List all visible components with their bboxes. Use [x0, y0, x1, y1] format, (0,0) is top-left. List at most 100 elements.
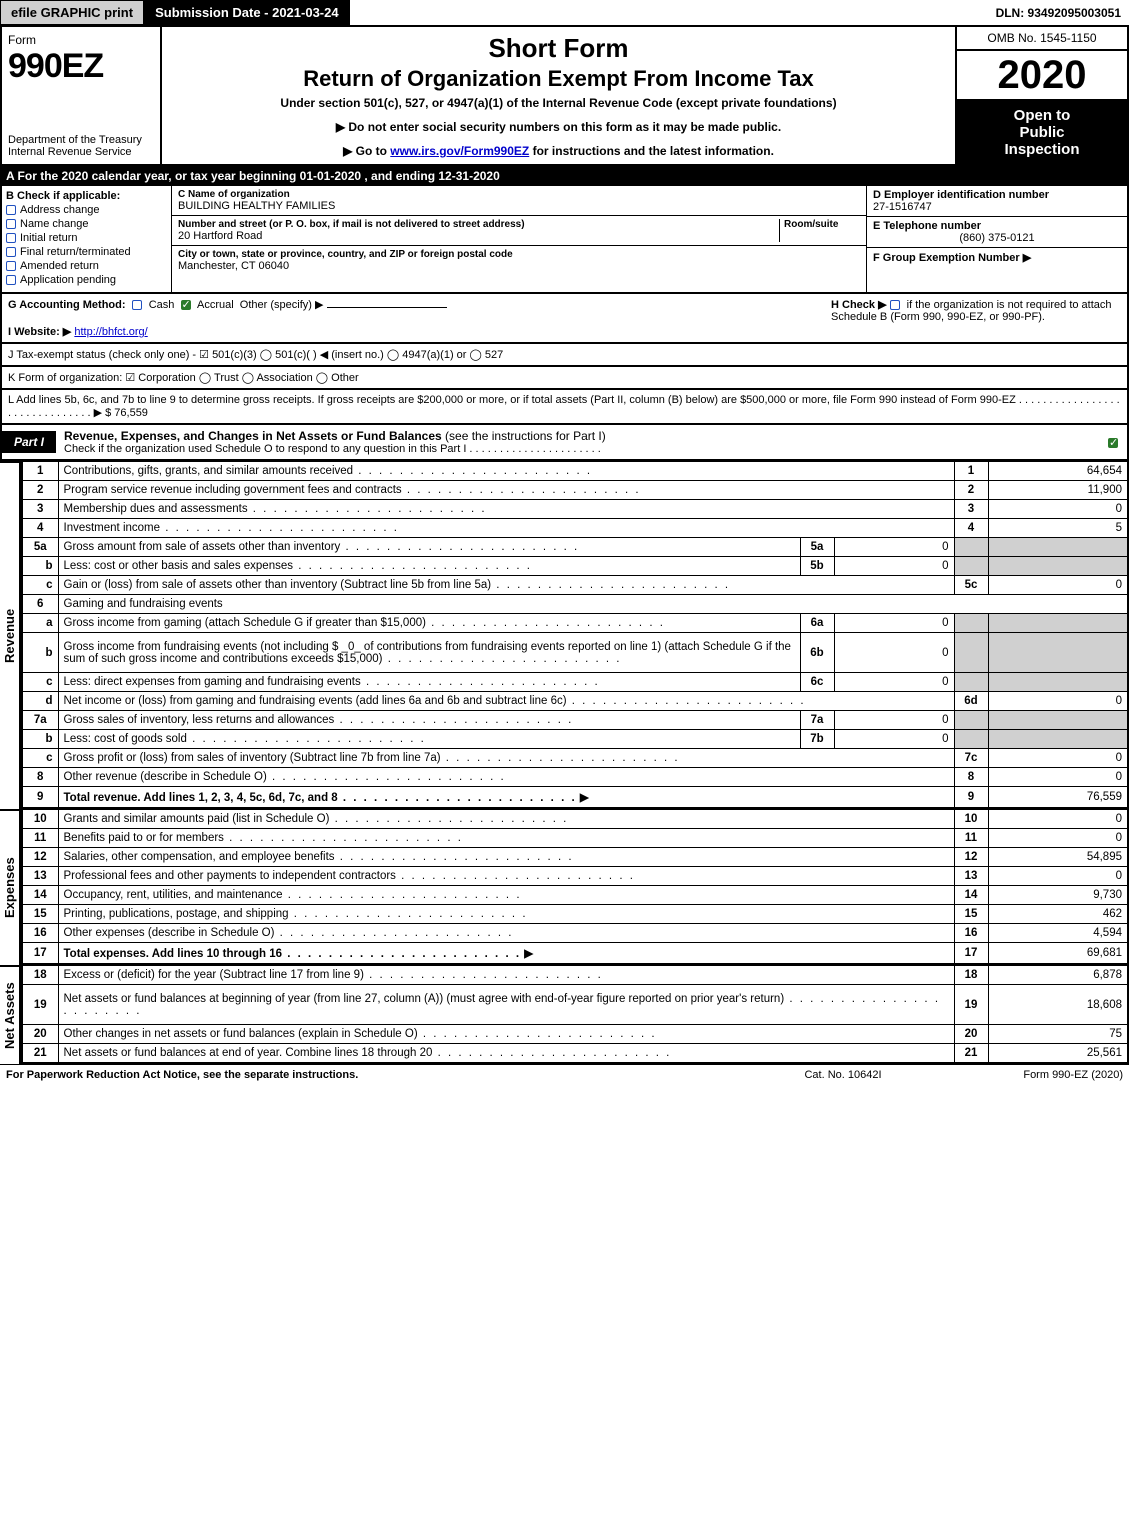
table-row: 10Grants and similar amounts paid (list … [22, 810, 1128, 829]
shaded-cell [988, 633, 1128, 673]
line-number: 7a [22, 711, 58, 730]
header-right: OMB No. 1545-1150 2020 Open to Public In… [957, 27, 1127, 164]
line-desc: Gross profit or (loss) from sales of inv… [58, 749, 954, 768]
right-line-value: 9,730 [988, 886, 1128, 905]
line-desc: Benefits paid to or for members [58, 829, 954, 848]
part1-title-text: Revenue, Expenses, and Changes in Net As… [64, 429, 442, 443]
chk-lbl: Amended return [20, 260, 99, 272]
ein-value: 27-1516747 [873, 201, 1121, 213]
mini-line-number: 5b [800, 557, 834, 576]
group-exemption-label: F Group Exemption Number ▶ [873, 252, 1031, 264]
table-row: 4Investment income45 [22, 519, 1128, 538]
instruction-privacy: ▶ Do not enter social security numbers o… [172, 120, 945, 134]
box-l: L Add lines 5b, 6c, and 7b to line 9 to … [0, 390, 1129, 425]
mini-line-value: 0 [834, 673, 954, 692]
right-line-value: 69,681 [988, 943, 1128, 965]
line-desc: Less: cost of goods sold [58, 730, 800, 749]
shaded-cell [988, 614, 1128, 633]
line-desc: Gain or (loss) from sale of assets other… [58, 576, 954, 595]
efile-print-button[interactable]: efile GRAPHIC print [0, 0, 144, 25]
line-desc: Less: cost or other basis and sales expe… [58, 557, 800, 576]
chk-lbl: Name change [20, 218, 89, 230]
right-line-value: 76,559 [988, 787, 1128, 809]
line-number: c [22, 673, 58, 692]
line-desc: Printing, publications, postage, and shi… [58, 905, 954, 924]
checkbox-name-change[interactable] [6, 219, 16, 229]
checkbox-accrual[interactable] [181, 300, 191, 310]
box-gh: G Accounting Method: Cash Accrual Other … [0, 294, 1129, 344]
table-row: dNet income or (loss) from gaming and fu… [22, 692, 1128, 711]
right-line-number: 5c [954, 576, 988, 595]
shaded-cell [988, 673, 1128, 692]
expenses-section: Expenses 10Grants and similar amounts pa… [0, 809, 1129, 965]
tax-exempt-status: J Tax-exempt status (check only one) - ☑… [8, 349, 503, 361]
expenses-table: 10Grants and similar amounts paid (list … [21, 809, 1129, 965]
table-row: bLess: cost of goods sold7b0 [22, 730, 1128, 749]
phone-value: (860) 375-0121 [873, 232, 1121, 244]
line-number: b [22, 633, 58, 673]
table-row: 7aGross sales of inventory, less returns… [22, 711, 1128, 730]
line-number: c [22, 749, 58, 768]
table-row: 18Excess or (deficit) for the year (Subt… [22, 966, 1128, 985]
mini-line-value: 0 [834, 614, 954, 633]
table-row: cGross profit or (loss) from sales of in… [22, 749, 1128, 768]
line-number: d [22, 692, 58, 711]
right-line-value: 0 [988, 768, 1128, 787]
line-number: 6 [22, 595, 58, 614]
line-desc: Salaries, other compensation, and employ… [58, 848, 954, 867]
chk-lbl: Application pending [20, 274, 116, 286]
right-line-value: 4,594 [988, 924, 1128, 943]
line-desc: Other revenue (describe in Schedule O) [58, 768, 954, 787]
box-j: J Tax-exempt status (check only one) - ☑… [0, 344, 1129, 367]
title-short: Short Form [172, 33, 945, 64]
chk-lbl: Initial return [20, 232, 77, 244]
line-number: 17 [22, 943, 58, 965]
accounting-method-label: G Accounting Method: [8, 299, 126, 311]
submission-date-button[interactable]: Submission Date - 2021-03-24 [144, 0, 350, 25]
line-number: b [22, 730, 58, 749]
chk-lbl: Address change [20, 204, 100, 216]
checkbox-application-pending[interactable] [6, 275, 16, 285]
street-value: 20 Hartford Road [178, 230, 775, 242]
other-method-input[interactable] [327, 307, 447, 308]
irs-link[interactable]: www.irs.gov/Form990EZ [390, 144, 529, 158]
right-line-number: 13 [954, 867, 988, 886]
shaded-cell [954, 614, 988, 633]
checkbox-schedule-o-used[interactable] [1108, 438, 1118, 448]
footer-cat-no: Cat. No. 10642I [743, 1069, 943, 1081]
line-l-text: L Add lines 5b, 6c, and 7b to line 9 to … [8, 394, 1120, 419]
line-desc: Total revenue. Add lines 1, 2, 3, 4, 5c,… [58, 787, 954, 809]
box-de: D Employer identification number 27-1516… [867, 186, 1127, 292]
line-number: b [22, 557, 58, 576]
shaded-cell [954, 730, 988, 749]
info-grid: B Check if applicable: Address change Na… [0, 186, 1129, 294]
org-name-label: C Name of organization [178, 189, 860, 200]
table-row: 12Salaries, other compensation, and empl… [22, 848, 1128, 867]
right-line-number: 21 [954, 1044, 988, 1064]
right-line-number: 1 [954, 462, 988, 481]
chk-lbl: Final return/terminated [20, 246, 131, 258]
table-row: 2Program service revenue including gover… [22, 481, 1128, 500]
mini-line-number: 6a [800, 614, 834, 633]
mini-line-number: 6b [800, 633, 834, 673]
checkbox-amended-return[interactable] [6, 261, 16, 271]
right-line-number: 11 [954, 829, 988, 848]
line-desc: Occupancy, rent, utilities, and maintena… [58, 886, 954, 905]
website-link[interactable]: http://bhfct.org/ [74, 326, 147, 338]
line-number: 1 [22, 462, 58, 481]
checkbox-final-return[interactable] [6, 247, 16, 257]
open-line3: Inspection [961, 141, 1123, 158]
other-method-label: Other (specify) ▶ [240, 299, 324, 311]
right-line-number: 16 [954, 924, 988, 943]
checkbox-address-change[interactable] [6, 205, 16, 215]
line-number: 16 [22, 924, 58, 943]
checkbox-no-schedule-b[interactable] [890, 300, 900, 310]
checkbox-initial-return[interactable] [6, 233, 16, 243]
footer-form-ref: Form 990-EZ (2020) [943, 1069, 1123, 1081]
open-to-public: Open to Public Inspection [957, 101, 1127, 164]
right-line-value: 6,878 [988, 966, 1128, 985]
checkbox-cash[interactable] [132, 300, 142, 310]
table-row: 13Professional fees and other payments t… [22, 867, 1128, 886]
part1-tag: Part I [2, 431, 56, 453]
right-line-value: 25,561 [988, 1044, 1128, 1064]
